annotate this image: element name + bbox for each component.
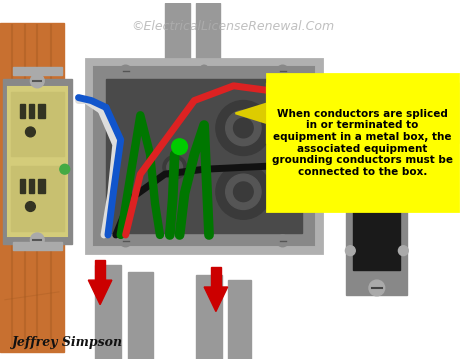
- Circle shape: [26, 127, 36, 137]
- Circle shape: [234, 118, 253, 138]
- Bar: [95, 261, 105, 280]
- Bar: [346, 91, 407, 295]
- Bar: [362, 181, 392, 206]
- Bar: [196, 275, 222, 359]
- Bar: [86, 59, 322, 253]
- Bar: [94, 67, 314, 245]
- Bar: [11, 166, 64, 231]
- Bar: [19, 105, 25, 118]
- Circle shape: [226, 174, 261, 210]
- Bar: [8, 87, 67, 236]
- Bar: [128, 272, 153, 359]
- Circle shape: [30, 74, 44, 88]
- Bar: [165, 3, 191, 74]
- Bar: [196, 3, 220, 71]
- Circle shape: [346, 246, 355, 256]
- Circle shape: [277, 235, 289, 247]
- Circle shape: [399, 246, 408, 256]
- Circle shape: [399, 187, 408, 197]
- Bar: [165, 3, 191, 74]
- Circle shape: [60, 164, 70, 174]
- Bar: [29, 179, 34, 193]
- Circle shape: [369, 280, 385, 296]
- Bar: [228, 280, 251, 359]
- Circle shape: [226, 110, 261, 146]
- Circle shape: [277, 65, 289, 77]
- Bar: [106, 79, 302, 233]
- Circle shape: [26, 202, 36, 211]
- Circle shape: [216, 101, 271, 156]
- Circle shape: [172, 139, 187, 155]
- Polygon shape: [204, 287, 228, 312]
- Bar: [19, 179, 25, 193]
- Circle shape: [216, 164, 271, 219]
- Circle shape: [346, 187, 355, 197]
- Circle shape: [120, 65, 131, 77]
- Polygon shape: [236, 84, 458, 143]
- Bar: [95, 265, 121, 359]
- Circle shape: [399, 128, 408, 138]
- Text: ©ElectricalLicenseRenewal.Com: ©ElectricalLicenseRenewal.Com: [131, 20, 334, 33]
- Bar: [38, 179, 45, 193]
- Bar: [13, 242, 62, 250]
- Circle shape: [401, 129, 413, 141]
- Circle shape: [167, 159, 182, 175]
- Bar: [360, 153, 393, 207]
- Bar: [13, 67, 62, 75]
- Polygon shape: [88, 280, 112, 305]
- Bar: [196, 3, 220, 71]
- Bar: [228, 280, 251, 359]
- Bar: [95, 265, 121, 359]
- Circle shape: [163, 156, 186, 179]
- Bar: [29, 105, 34, 118]
- Bar: [3, 79, 72, 244]
- Bar: [38, 105, 45, 118]
- Circle shape: [346, 128, 355, 138]
- Bar: [353, 115, 401, 270]
- Circle shape: [30, 233, 44, 247]
- Circle shape: [120, 235, 131, 247]
- Circle shape: [234, 182, 253, 202]
- Bar: [267, 74, 458, 211]
- Text: When conductors are spliced
in or terminated to
equipment in a metal box, the
as: When conductors are spliced in or termin…: [272, 109, 453, 177]
- Bar: [0, 23, 64, 352]
- Bar: [128, 272, 153, 359]
- Bar: [211, 268, 221, 287]
- Text: Jeffrey Simpson: Jeffrey Simpson: [12, 336, 123, 349]
- Circle shape: [200, 65, 208, 73]
- Bar: [196, 275, 222, 359]
- Bar: [11, 92, 64, 156]
- Circle shape: [369, 90, 385, 105]
